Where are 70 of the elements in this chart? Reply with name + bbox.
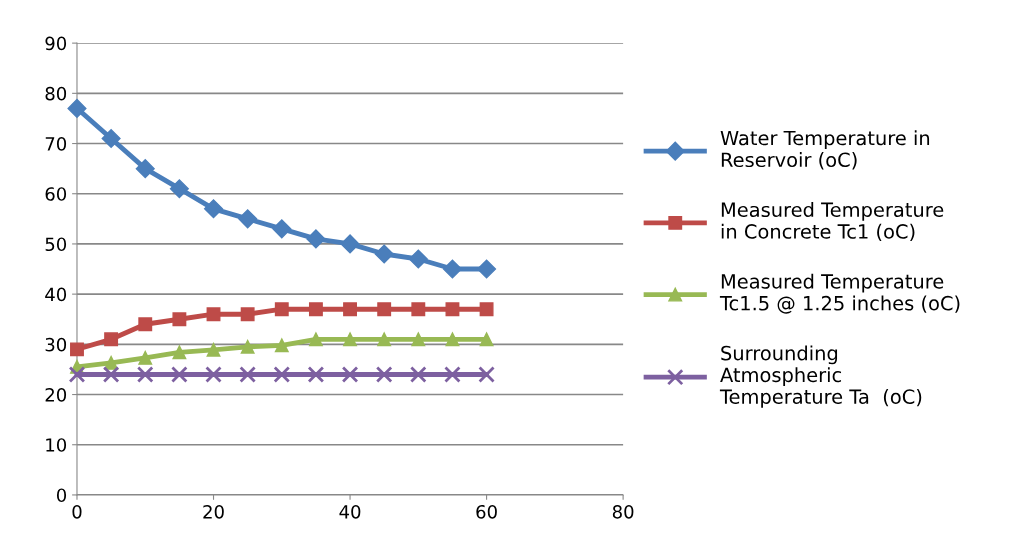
point [136,366,154,383]
point [239,366,256,383]
point [411,332,426,347]
x-tick-label: 20 [203,504,224,519]
y-tick-label: 90 [45,36,67,51]
point [68,366,86,383]
legend-label: Measured Temperature in Concrete Tc1 (oC) [721,202,944,242]
point [240,307,255,322]
y-tick-label: 70 [45,136,67,151]
point [478,366,495,383]
x-tick-label: 40 [339,504,361,519]
point [377,302,392,317]
point [306,229,326,249]
point [343,302,357,317]
point [205,366,222,383]
point [135,159,155,179]
y-tick-label: 0 [56,488,67,503]
point [375,366,393,383]
point [138,350,153,365]
point [374,244,394,264]
point [477,259,497,279]
legend-label: Surrounding Atmospheric Temperature Ta (oC) [719,345,922,408]
point [445,332,460,347]
point [442,259,462,279]
point [444,366,461,383]
x-tick-label: 60 [476,504,497,519]
y-tick-label: 10 [46,438,67,452]
point [408,249,428,269]
point [169,179,189,199]
point [240,339,255,354]
point [101,128,121,149]
point [409,366,427,383]
point [138,317,153,332]
point [479,302,494,317]
legend-label: Water Temperature in Reservoir (oC) [720,130,930,170]
point [102,366,120,383]
point [274,338,289,353]
point [274,302,289,317]
y-tick-label: 40 [45,287,67,302]
point [238,209,258,229]
point [308,302,323,317]
x-tick-label: 80 [612,504,634,519]
x-tick-label: 0 [72,504,82,519]
y-tick-label: 20 [45,387,67,402]
point [104,355,119,370]
point [70,342,84,357]
point [307,366,325,383]
point [479,332,494,347]
point [340,234,360,254]
point [206,307,221,322]
y-tick-label: 50 [45,237,67,252]
legend-label: Measured Temperature Tc1.5 @ 1.25 inches (oC) [719,273,960,314]
point [308,332,323,347]
point [104,332,119,347]
y-tick-label: 60 [45,187,67,201]
point [377,332,392,347]
point [203,199,224,219]
point [171,366,188,383]
point [172,312,187,327]
point [272,219,292,239]
point [411,302,426,317]
point [172,345,187,360]
point [343,332,357,347]
point [445,302,460,317]
y-tick-label: 30 [45,337,67,352]
point [67,98,87,118]
y-tick-label: 80 [45,86,67,101]
point [206,342,221,357]
point [341,366,359,383]
point [273,366,291,383]
